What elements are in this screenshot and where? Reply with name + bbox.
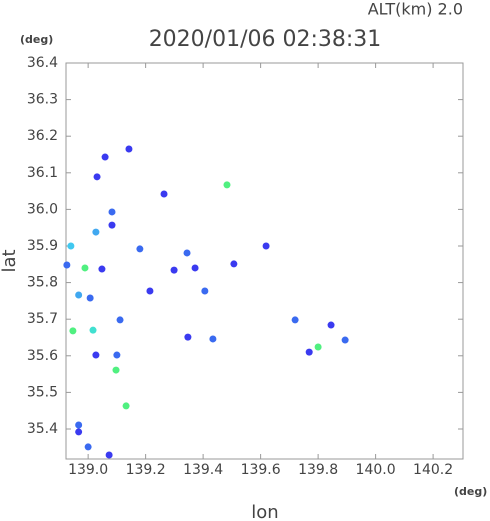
echo [223, 181, 231, 189]
echo [230, 260, 238, 268]
echo [160, 190, 168, 198]
echo [116, 316, 124, 324]
echo [93, 173, 101, 181]
x-tick-label: 139.4 [183, 462, 223, 478]
echo [191, 264, 199, 272]
echo [92, 351, 100, 359]
x-tick-label: 139.0 [68, 462, 108, 478]
echo [113, 351, 121, 359]
x-axis-label: lon [251, 502, 278, 521]
echo [105, 451, 113, 459]
echo [146, 287, 154, 295]
y-tick-label: 36.3 [27, 92, 58, 108]
y-tick-label: 35.7 [27, 311, 58, 327]
echo [112, 366, 120, 374]
chart-title: 2020/01/06 02:38:31 [149, 27, 382, 52]
echo [209, 335, 217, 343]
echo [291, 316, 299, 324]
x-tick-label: 140.2 [413, 462, 453, 478]
y-tick-label: 35.9 [27, 238, 58, 254]
echo [75, 421, 83, 429]
echo [89, 326, 97, 334]
echo [69, 327, 77, 335]
echo [75, 291, 83, 299]
header: ALT(km) 2.0 [368, 0, 463, 19]
y-tick-label: 36.0 [27, 201, 58, 217]
plot-frame [65, 62, 464, 460]
echo [108, 208, 116, 216]
echo [122, 402, 130, 410]
echo [341, 336, 349, 344]
echo [75, 428, 83, 436]
echo [92, 228, 100, 236]
echo [86, 294, 94, 302]
echo [262, 242, 270, 250]
x-unit: (deg) [454, 485, 487, 498]
y-tick-label: 35.5 [27, 384, 58, 400]
echo [101, 153, 109, 161]
echo [108, 221, 116, 229]
x-tick-label: 139.2 [126, 462, 166, 478]
echo [98, 265, 106, 273]
x-tick-label: 139.8 [298, 462, 338, 478]
echo [201, 287, 209, 295]
echo [136, 245, 144, 253]
echo [125, 145, 133, 153]
y-tick-label: 36.2 [27, 128, 58, 144]
echo [84, 443, 92, 451]
y-tick-label: 36.4 [27, 55, 58, 71]
y-axis-label: lat [0, 249, 20, 272]
echo [183, 249, 191, 257]
y-unit: (deg) [20, 33, 53, 46]
x-tick-label: 139.6 [241, 462, 281, 478]
echo [63, 261, 71, 269]
echo [170, 266, 178, 274]
echo [327, 321, 335, 329]
echo [184, 333, 192, 341]
y-tick-label: 36.1 [27, 165, 58, 181]
x-tick-label: 140.0 [356, 462, 396, 478]
echo [81, 264, 89, 272]
echo [67, 242, 75, 250]
echo [305, 348, 313, 356]
y-tick-label: 35.6 [27, 348, 58, 364]
y-tick-label: 35.8 [27, 275, 58, 291]
y-tick-label: 35.4 [27, 421, 58, 437]
echo [314, 343, 322, 351]
